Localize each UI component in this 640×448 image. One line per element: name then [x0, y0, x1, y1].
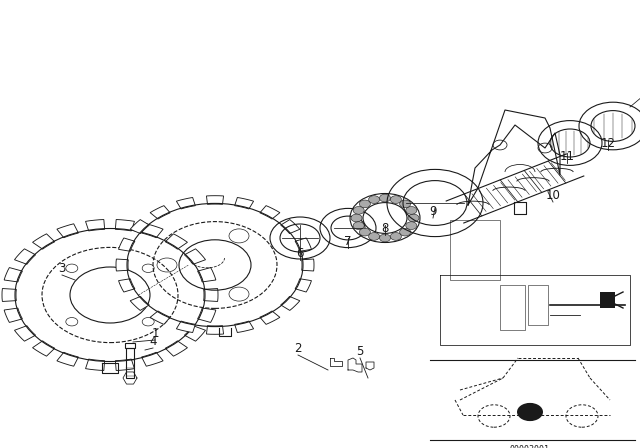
Circle shape — [390, 196, 401, 203]
Wedge shape — [235, 198, 253, 209]
Text: 2: 2 — [294, 342, 301, 355]
Text: 6: 6 — [296, 247, 304, 260]
Wedge shape — [207, 326, 223, 334]
Text: 7: 7 — [344, 235, 352, 248]
Wedge shape — [130, 220, 149, 233]
Text: 1: 1 — [151, 327, 159, 340]
Wedge shape — [141, 352, 163, 366]
Wedge shape — [4, 308, 22, 323]
Text: 8: 8 — [381, 222, 388, 235]
Bar — [450, 220, 500, 280]
Wedge shape — [198, 308, 216, 323]
Wedge shape — [301, 259, 314, 271]
Wedge shape — [118, 279, 135, 292]
Wedge shape — [115, 359, 134, 370]
Bar — [500, 285, 525, 330]
Wedge shape — [207, 196, 223, 204]
Text: 9: 9 — [429, 205, 436, 218]
Wedge shape — [177, 321, 195, 332]
Wedge shape — [165, 341, 188, 356]
Wedge shape — [86, 220, 104, 231]
Circle shape — [369, 196, 380, 203]
Bar — [126, 348, 134, 378]
Circle shape — [399, 200, 411, 208]
Wedge shape — [33, 234, 55, 249]
Wedge shape — [204, 289, 218, 302]
Wedge shape — [198, 267, 216, 282]
Text: 11: 11 — [559, 150, 575, 163]
Circle shape — [351, 214, 362, 222]
Wedge shape — [150, 311, 170, 324]
Circle shape — [353, 207, 364, 214]
Circle shape — [390, 233, 401, 240]
Circle shape — [359, 228, 371, 236]
Text: 10: 10 — [545, 189, 561, 202]
Circle shape — [408, 214, 419, 222]
Circle shape — [406, 207, 417, 214]
Wedge shape — [165, 234, 188, 249]
Bar — [600, 292, 615, 308]
Wedge shape — [57, 224, 79, 238]
Text: 3: 3 — [58, 262, 66, 275]
Wedge shape — [15, 249, 36, 264]
Wedge shape — [184, 326, 205, 341]
Wedge shape — [177, 198, 195, 209]
Wedge shape — [235, 321, 253, 332]
Wedge shape — [150, 206, 170, 219]
Wedge shape — [15, 326, 36, 341]
Wedge shape — [86, 359, 104, 370]
Text: 00003001: 00003001 — [510, 445, 550, 448]
Wedge shape — [295, 279, 312, 292]
Circle shape — [399, 228, 411, 236]
Circle shape — [406, 222, 417, 229]
Wedge shape — [295, 238, 312, 251]
Text: 4: 4 — [149, 335, 157, 348]
Circle shape — [517, 403, 543, 421]
Bar — [528, 285, 548, 325]
Wedge shape — [118, 238, 135, 251]
Bar — [125, 343, 135, 348]
Wedge shape — [260, 311, 280, 324]
Text: 12: 12 — [600, 137, 616, 150]
Wedge shape — [57, 352, 79, 366]
Wedge shape — [33, 341, 55, 356]
Wedge shape — [260, 206, 280, 219]
Circle shape — [380, 194, 390, 202]
Wedge shape — [281, 220, 300, 233]
Wedge shape — [2, 289, 17, 302]
Wedge shape — [4, 267, 22, 282]
Wedge shape — [281, 297, 300, 310]
Wedge shape — [115, 220, 134, 231]
Circle shape — [353, 222, 364, 229]
Wedge shape — [184, 249, 205, 264]
Wedge shape — [116, 259, 129, 271]
Circle shape — [369, 233, 380, 240]
Text: 5: 5 — [356, 345, 364, 358]
Wedge shape — [141, 224, 163, 238]
Wedge shape — [130, 297, 149, 310]
Circle shape — [380, 234, 390, 242]
Circle shape — [359, 200, 371, 208]
